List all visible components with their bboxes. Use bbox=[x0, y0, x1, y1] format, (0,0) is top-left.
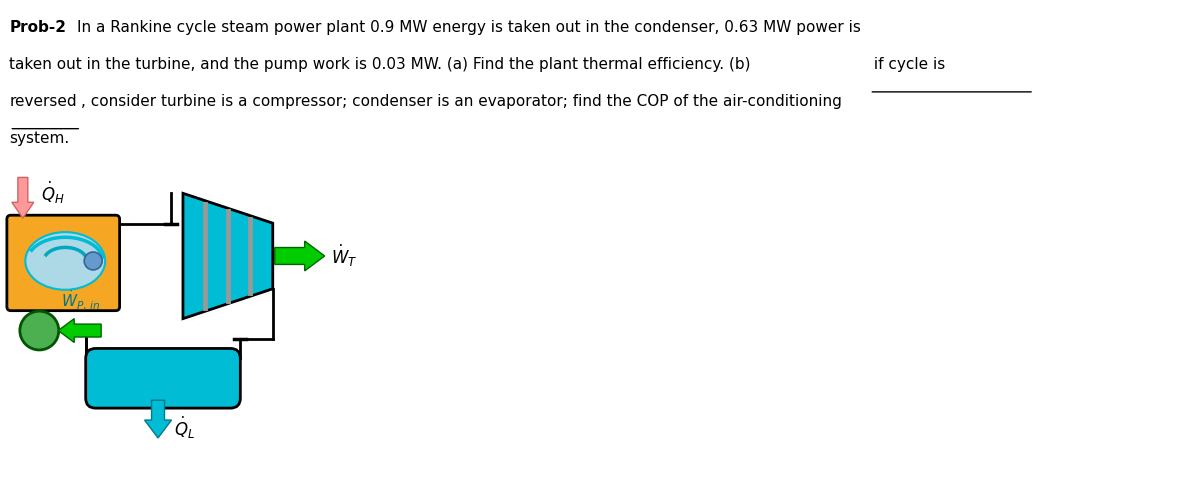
Text: In a Rankine cycle steam power plant 0.9 MW energy is taken out in the condenser: In a Rankine cycle steam power plant 0.9… bbox=[77, 20, 862, 35]
Text: if cycle is: if cycle is bbox=[869, 57, 946, 72]
FancyArrow shape bbox=[275, 241, 325, 271]
Circle shape bbox=[84, 252, 102, 270]
FancyArrow shape bbox=[144, 400, 172, 438]
Text: reversed: reversed bbox=[10, 94, 77, 109]
Text: $\dot{W}_{P,\,in}$: $\dot{W}_{P,\,in}$ bbox=[61, 289, 101, 313]
Text: Prob-2: Prob-2 bbox=[10, 20, 66, 35]
Ellipse shape bbox=[25, 232, 106, 290]
Circle shape bbox=[20, 311, 59, 350]
Text: , consider turbine is a compressor; condenser is an evaporator; find the COP of : , consider turbine is a compressor; cond… bbox=[82, 94, 842, 109]
FancyArrow shape bbox=[12, 177, 34, 218]
Text: system.: system. bbox=[10, 131, 70, 146]
FancyArrow shape bbox=[59, 319, 101, 343]
FancyBboxPatch shape bbox=[85, 349, 240, 408]
Text: taken out in the turbine, and the pump work is 0.03 MW. (a) Find the plant therm: taken out in the turbine, and the pump w… bbox=[10, 57, 751, 72]
FancyBboxPatch shape bbox=[7, 215, 120, 311]
Text: $\dot{W}_T$: $\dot{W}_T$ bbox=[331, 243, 358, 269]
Polygon shape bbox=[182, 193, 272, 319]
Text: $\dot{Q}_H$: $\dot{Q}_H$ bbox=[41, 180, 65, 206]
Text: $\dot{Q}_L$: $\dot{Q}_L$ bbox=[174, 415, 196, 441]
